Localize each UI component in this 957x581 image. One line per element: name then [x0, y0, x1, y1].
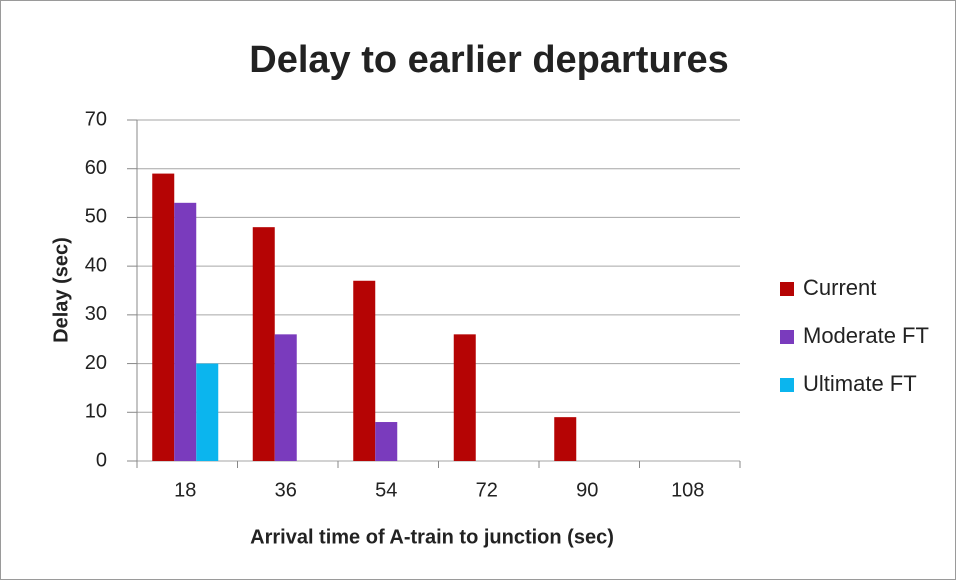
x-tick-label: 54: [375, 479, 397, 501]
y-tick-label: 10: [85, 401, 107, 423]
bar: [196, 363, 219, 461]
x-axis-label: Arrival time of A-train to junction (sec…: [250, 526, 614, 548]
x-tick-label: 18: [174, 479, 196, 501]
chart-title: Delay to earlier departures: [249, 39, 728, 81]
y-tick-label: 70: [85, 108, 107, 130]
bar: [252, 227, 275, 461]
bar: [353, 280, 376, 461]
x-tick-label: 36: [275, 479, 297, 501]
legend-swatch: [780, 330, 794, 344]
legend-swatch: [780, 378, 794, 392]
legend-label: Current: [803, 275, 876, 300]
y-tick-label: 0: [96, 449, 107, 471]
y-tick-label: 50: [85, 206, 107, 228]
bar: [375, 422, 398, 461]
y-tick-label: 20: [85, 352, 107, 374]
x-tick-label: 72: [476, 479, 498, 501]
y-tick-label: 60: [85, 157, 107, 179]
bar: [152, 173, 175, 462]
x-tick-label: 108: [671, 479, 704, 501]
legend-label: Ultimate FT: [803, 371, 917, 396]
legend-label: Moderate FT: [803, 323, 929, 348]
y-tick-label: 40: [85, 254, 107, 276]
bar: [274, 334, 297, 461]
bar: [554, 417, 577, 461]
bar: [174, 202, 197, 462]
x-tick-label: 90: [576, 479, 598, 501]
bar: [453, 334, 476, 461]
y-axis-label: Delay (sec): [50, 237, 72, 343]
y-tick-label: 30: [85, 303, 107, 325]
legend-swatch: [780, 282, 794, 296]
